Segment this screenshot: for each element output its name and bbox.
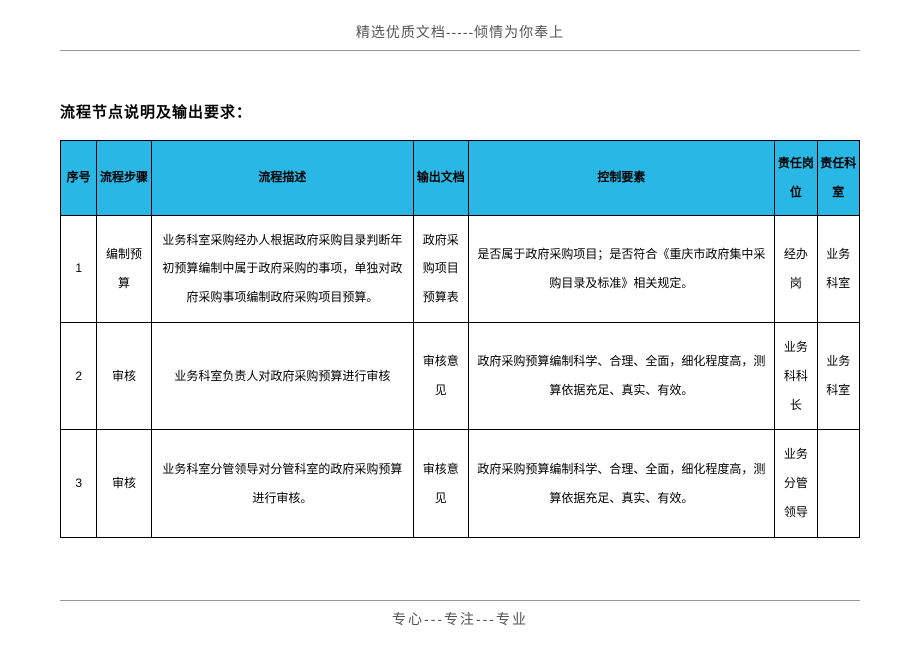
th-seq: 序号 [61, 141, 97, 216]
page-header: 精选优质文档-----倾情为你奉上 [0, 0, 920, 50]
footer-text: 专心---专注---专业 [0, 601, 920, 629]
table-row: 1 编制预算 业务科室采购经办人根据政府采购目录判断年初预算编制中属于政府采购的… [61, 215, 860, 322]
table-header-row: 序号 流程步骤 流程描述 输出文档 控制要素 责任岗位 责任科室 [61, 141, 860, 216]
cell-step: 编制预算 [97, 215, 151, 322]
th-step: 流程步骤 [97, 141, 151, 216]
flow-table: 序号 流程步骤 流程描述 输出文档 控制要素 责任岗位 责任科室 1 编制预算 … [60, 140, 860, 538]
cell-dept: 业务科室 [817, 322, 859, 429]
th-role: 责任岗位 [775, 141, 817, 216]
header-text: 精选优质文档-----倾情为你奉上 [356, 24, 564, 40]
cell-role: 业务科科长 [775, 322, 817, 429]
table-row: 3 审核 业务科室分管领导对分管科室的政府采购预算进行审核。 审核意见 政府采购… [61, 430, 860, 537]
th-control: 控制要素 [468, 141, 775, 216]
cell-role: 经办岗 [775, 215, 817, 322]
cell-seq: 1 [61, 215, 97, 322]
cell-seq: 2 [61, 322, 97, 429]
cell-desc: 业务科室采购经办人根据政府采购目录判断年初预算编制中属于政府采购的事项，单独对政… [151, 215, 413, 322]
cell-desc: 业务科室负责人对政府采购预算进行审核 [151, 322, 413, 429]
cell-step: 审核 [97, 322, 151, 429]
page-footer: 专心---专注---专业 [0, 600, 920, 629]
cell-desc: 业务科室分管领导对分管科室的政府采购预算进行审核。 [151, 430, 413, 537]
cell-control: 是否属于政府采购项目；是否符合《重庆市政府集中采购目录及标准》相关规定。 [468, 215, 775, 322]
th-dept: 责任科室 [817, 141, 859, 216]
cell-seq: 3 [61, 430, 97, 537]
table-row: 2 审核 业务科室负责人对政府采购预算进行审核 审核意见 政府采购预算编制科学、… [61, 322, 860, 429]
content-area: 流程节点说明及输出要求： 序号 流程步骤 流程描述 输出文档 控制要素 责任岗位… [0, 51, 920, 538]
cell-dept: 业务科室 [817, 215, 859, 322]
cell-output: 审核意见 [414, 430, 468, 537]
th-desc: 流程描述 [151, 141, 413, 216]
cell-step: 审核 [97, 430, 151, 537]
section-title: 流程节点说明及输出要求： [60, 101, 860, 122]
cell-dept [817, 430, 859, 537]
cell-output: 审核意见 [414, 322, 468, 429]
cell-output: 政府采购项目预算表 [414, 215, 468, 322]
cell-control: 政府采购预算编制科学、合理、全面，细化程度高，测算依据充足、真实、有效。 [468, 430, 775, 537]
th-output: 输出文档 [414, 141, 468, 216]
cell-role: 业务分管领导 [775, 430, 817, 537]
cell-control: 政府采购预算编制科学、合理、全面，细化程度高，测算依据充足、真实、有效。 [468, 322, 775, 429]
